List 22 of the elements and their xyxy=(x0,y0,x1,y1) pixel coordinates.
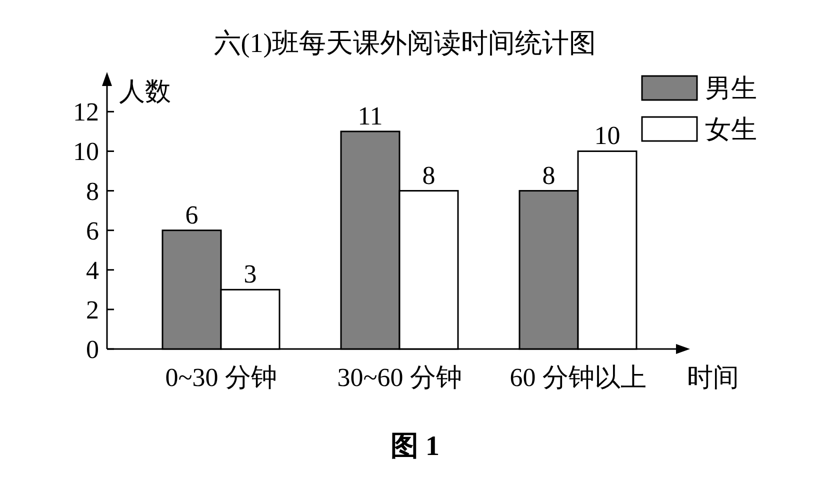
x-tick-label: 0~30 分钟 xyxy=(165,363,277,392)
y-tick-label: 6 xyxy=(86,216,99,246)
caption: 图 1 xyxy=(390,431,440,462)
data-label: 11 xyxy=(358,101,383,130)
y-tick-label: 12 xyxy=(73,98,99,127)
y-tick-label: 0 xyxy=(86,335,99,364)
x-tick-label: 30~60 分钟 xyxy=(337,363,462,392)
legend-label: 女生 xyxy=(705,115,757,144)
y-axis-title: 人数 xyxy=(119,77,171,106)
y-tick-label: 10 xyxy=(73,137,99,166)
data-label: 10 xyxy=(594,121,620,150)
data-label: 3 xyxy=(244,260,257,289)
legend-label: 男生 xyxy=(705,74,757,103)
data-label: 6 xyxy=(185,200,198,230)
x-axis-title: 时间 xyxy=(687,363,739,392)
data-label: 8 xyxy=(542,160,556,190)
y-tick-label: 8 xyxy=(86,176,99,206)
y-tick-label: 2 xyxy=(86,295,99,324)
data-label: 8 xyxy=(422,160,436,190)
chart-title: 六(1)班每天课外阅读时间统计图 xyxy=(214,28,596,58)
x-tick-label: 60 分钟以上 xyxy=(510,363,646,392)
y-tick-label: 4 xyxy=(86,256,99,285)
